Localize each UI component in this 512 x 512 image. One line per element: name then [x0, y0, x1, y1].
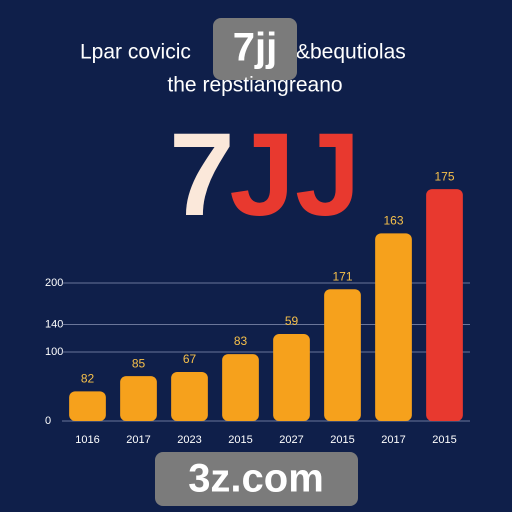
bar [171, 372, 208, 421]
x-tick-label: 2015 [432, 434, 456, 446]
badge: 7jj [233, 26, 277, 70]
data-label: 163 [383, 213, 403, 227]
badge-bg [213, 18, 297, 80]
y-tick-label: 140 [45, 318, 63, 330]
data-label: 171 [332, 269, 352, 283]
y-tick-label: 200 [45, 277, 63, 289]
footer-badge: 3z.com [188, 457, 324, 501]
bar [222, 354, 259, 421]
y-tick-label: 0 [45, 415, 51, 427]
logo-jj: JJ [229, 109, 360, 241]
x-tick-label: 1016 [75, 434, 99, 446]
title-right: &bequtiolas [296, 41, 406, 64]
bar [324, 289, 361, 421]
bar [375, 233, 412, 421]
title-left: Lpar covicic [80, 41, 191, 64]
y-tick-label: 100 [45, 346, 63, 358]
x-tick-label: 2017 [381, 434, 405, 446]
bar [273, 334, 310, 421]
data-label: 175 [434, 169, 454, 183]
x-tick-label: 2027 [279, 434, 303, 446]
x-tick-label: 2015 [228, 434, 252, 446]
x-tick-label: 2017 [126, 434, 150, 446]
x-tick-label: 2023 [177, 434, 201, 446]
plot: 0 140 100 200 1016 82 2017 85 2023 67 2015 83 2027 59… [45, 169, 470, 446]
bar [426, 189, 463, 421]
x-tick-label: 2015 [330, 434, 354, 446]
footer-badge-bg [155, 452, 358, 506]
bar [120, 376, 157, 421]
subtitle: the repstiangreano [167, 74, 342, 97]
data-label: 82 [81, 372, 95, 386]
data-label: 85 [132, 356, 146, 370]
bar [69, 391, 106, 421]
data-label: 67 [183, 352, 197, 366]
data-label: 59 [285, 314, 299, 328]
logo-seven: 7 [169, 109, 235, 241]
data-label: 83 [234, 334, 248, 348]
